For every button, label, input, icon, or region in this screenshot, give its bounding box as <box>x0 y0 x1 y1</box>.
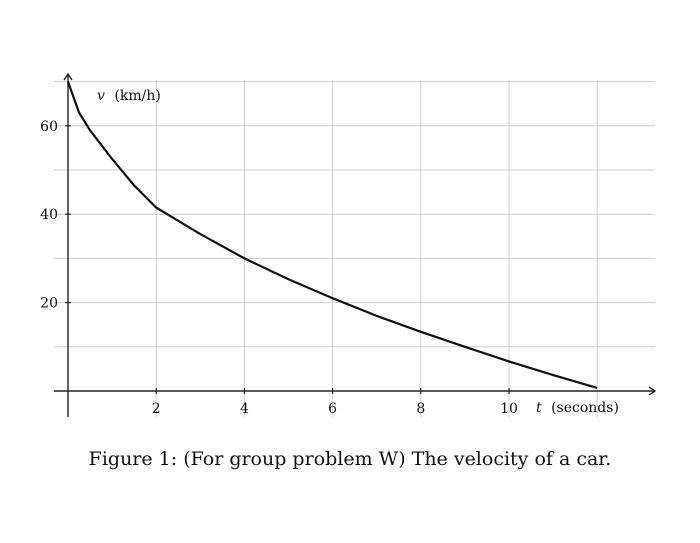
y-axis-label-unit: (km/h) <box>114 88 160 104</box>
x-tick-label-4: 4 <box>240 401 249 417</box>
y-axis-label: v (km/h) <box>97 88 161 104</box>
series-line-velocity <box>66 81 598 389</box>
y-tick-label-60: 60 <box>40 119 58 135</box>
x-axis-label-unit: (seconds) <box>551 400 619 416</box>
y-tick-label-40: 40 <box>40 207 58 223</box>
grid-lines <box>54 80 655 417</box>
axis-ticks: 2 4 6 8 10 20 40 60 <box>40 119 518 417</box>
axes <box>54 72 657 417</box>
y-axis-label-var: v <box>97 88 105 104</box>
x-tick-label-10: 10 <box>500 401 518 417</box>
x-tick-label-6: 6 <box>328 401 337 417</box>
x-axis-arrow <box>648 386 657 396</box>
velocity-chart: 2 4 6 8 10 20 40 60 v (km/h) t (seconds) <box>40 72 657 417</box>
x-axis-label: t (seconds) <box>536 400 619 416</box>
y-tick-label-20: 20 <box>40 296 58 312</box>
x-tick-label-8: 8 <box>416 401 425 417</box>
x-tick-label-2: 2 <box>152 401 161 417</box>
figure-caption: Figure 1: (For group problem W) The velo… <box>88 448 612 470</box>
x-axis-label-var: t <box>536 400 542 416</box>
y-axis-arrow <box>63 72 73 81</box>
